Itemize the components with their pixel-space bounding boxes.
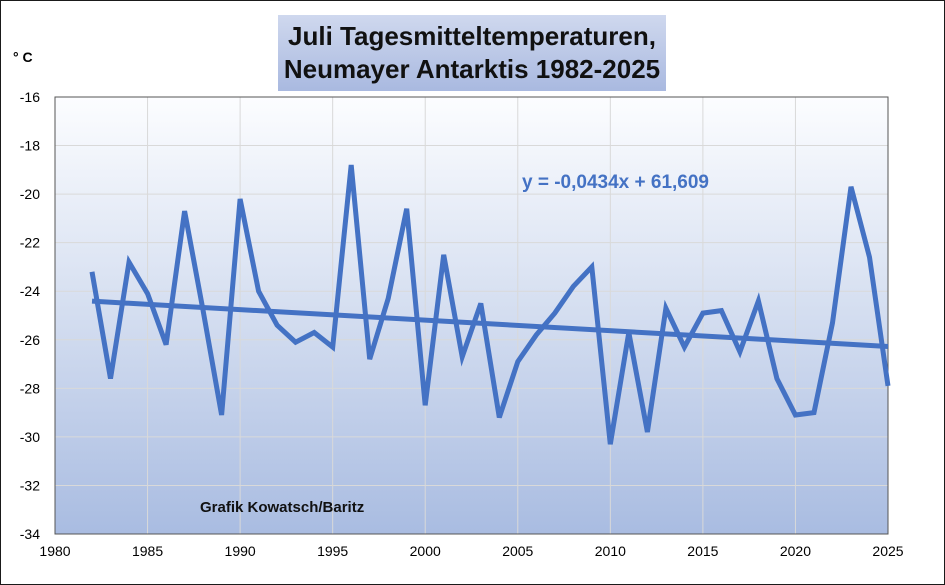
- trendline-equation: y = -0,0434x + 61,609: [522, 172, 709, 193]
- x-tick-label: 2015: [687, 543, 718, 559]
- y-tick-label: -18: [20, 138, 40, 154]
- y-tick-label: -16: [20, 89, 40, 105]
- chart-title-line-1: Juli Tagesmitteltemperaturen,: [288, 21, 656, 51]
- trendline: [91, 298, 889, 349]
- x-tick-label: 2020: [780, 543, 811, 559]
- plot-border: [54, 96, 889, 535]
- y-tick-label: -20: [20, 186, 40, 202]
- temperature-line: [89, 164, 891, 445]
- y-tick-label: -28: [20, 380, 40, 396]
- y-tick-label: -26: [20, 332, 40, 348]
- x-tick-label: 2010: [595, 543, 626, 559]
- chart-title: Juli Tagesmitteltemperaturen, Neumayer A…: [278, 15, 666, 91]
- y-tick-label: -24: [20, 283, 40, 299]
- y-axis-unit-label: ° C: [13, 49, 33, 65]
- x-tick-label: 1995: [317, 543, 348, 559]
- series-group: [89, 164, 891, 445]
- y-tick-label: -34: [20, 526, 40, 542]
- x-tick-label: 1990: [225, 543, 256, 559]
- y-tick-label: -22: [20, 235, 40, 251]
- x-tick-label: 2000: [410, 543, 441, 559]
- chart-credit: Grafik Kowatsch/Baritz: [200, 499, 364, 516]
- x-tick-label: 2005: [502, 543, 533, 559]
- x-axis-ticks: 1980 1985 1990 1995 2000 2005 2010 2015 2020 2025: [39, 543, 903, 559]
- x-tick-label: 1985: [132, 543, 163, 559]
- chart-title-line-2: Neumayer Antarktis 1982-2025: [283, 54, 661, 84]
- plot-area: [55, 97, 888, 534]
- x-tick-label: 2025: [872, 543, 903, 559]
- x-tick-label: 1980: [39, 543, 70, 559]
- y-tick-label: -32: [20, 477, 40, 493]
- y-axis-ticks: -34 -32 -30 -28 -26 -24 -22 -20 -18 -16: [20, 89, 40, 542]
- y-tick-label: -30: [20, 429, 40, 445]
